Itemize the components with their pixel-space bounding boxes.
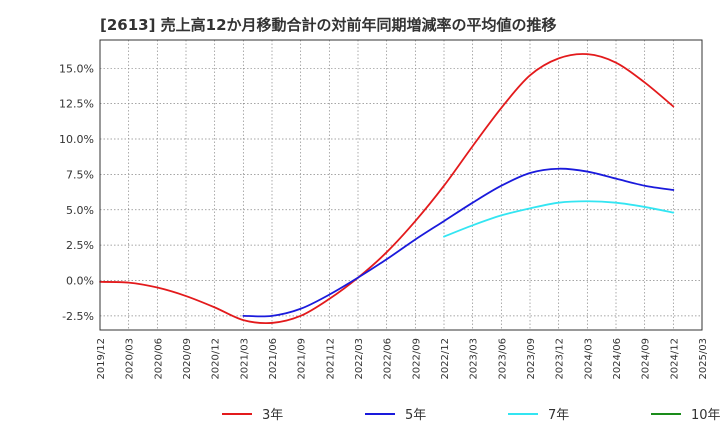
y-axis-ticks: 15.0% 12.5% 10.0% 7.5% 5.0% 2.5% 0.0% -2.5% <box>59 62 94 323</box>
x-tick-label: 2024/09 <box>641 338 652 380</box>
legend-label: 5年 <box>405 408 426 423</box>
x-tick-label: 2022/12 <box>440 338 451 380</box>
x-tick-label: 2025/03 <box>698 338 709 380</box>
series-line-0 <box>99 53 675 325</box>
plot-frame <box>99 39 703 331</box>
y-tick-label: 5.0% <box>66 204 94 217</box>
x-tick-label: 2022/03 <box>354 338 365 380</box>
x-tick-label: 2020/03 <box>125 338 136 380</box>
legend-label: 10年 <box>691 408 720 423</box>
x-tick-label: 2021/06 <box>268 338 279 380</box>
x-tick-label: 2023/12 <box>555 338 566 380</box>
y-tick-label: 0.0% <box>66 274 94 287</box>
x-tick-label: 2021/12 <box>325 338 336 380</box>
legend-label: 3年 <box>262 408 283 423</box>
chart-title: [2613] 売上高12か月移動合計の対前年同期増減率の平均値の推移 <box>100 16 557 34</box>
y-tick-label: -2.5% <box>62 310 94 323</box>
x-tick-label: 2024/06 <box>612 338 623 380</box>
x-tick-label: 2022/06 <box>383 338 394 380</box>
x-tick-label: 2023/03 <box>469 338 480 380</box>
x-tick-label: 2024/03 <box>583 338 594 380</box>
legend: 3年 5年 7年 10年 <box>222 408 720 423</box>
x-tick-label: 2020/06 <box>153 338 164 380</box>
series-lines <box>99 53 675 325</box>
legend-label: 7年 <box>548 408 569 423</box>
y-tick-label: 10.0% <box>59 133 94 146</box>
series-line-1 <box>242 167 675 318</box>
x-tick-label: 2019/12 <box>96 338 107 380</box>
x-tick-label: 2021/03 <box>239 338 250 380</box>
x-tick-label: 2021/09 <box>297 338 308 380</box>
x-tick-label: 2023/06 <box>497 338 508 380</box>
x-tick-label: 2020/12 <box>211 338 222 380</box>
series-line-2 <box>443 200 675 238</box>
x-tick-label: 2020/09 <box>182 338 193 380</box>
grid <box>99 40 703 330</box>
x-axis-ticks: 2019/12 2020/03 2020/06 2020/09 2020/12 2021/… <box>96 338 709 380</box>
y-tick-label: 12.5% <box>59 98 94 111</box>
x-tick-label: 2023/09 <box>526 338 537 380</box>
x-tick-label: 2022/09 <box>411 338 422 380</box>
y-tick-label: 2.5% <box>66 239 94 252</box>
x-tick-label: 2024/12 <box>669 338 680 380</box>
y-tick-label: 7.5% <box>66 168 94 181</box>
y-tick-label: 15.0% <box>59 62 94 75</box>
